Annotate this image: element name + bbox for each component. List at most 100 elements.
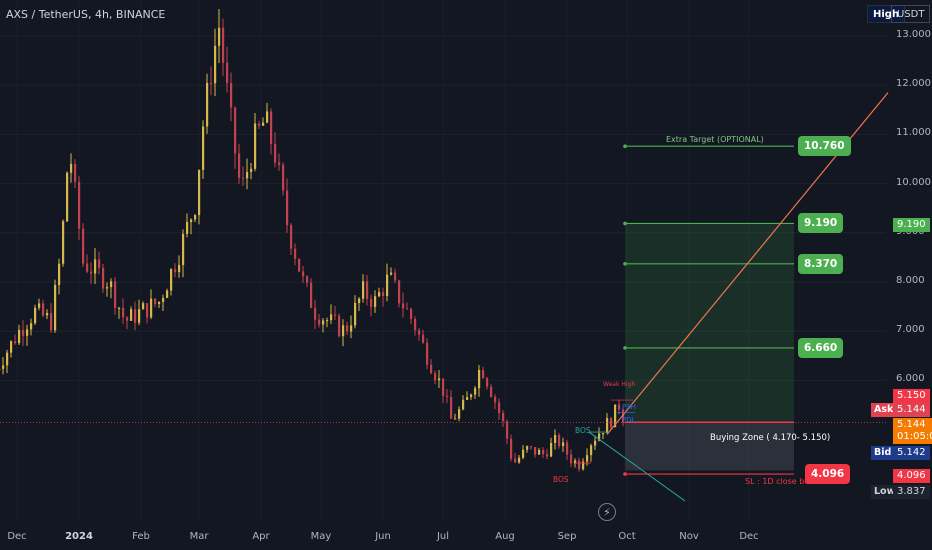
candle-body xyxy=(510,438,513,459)
sl-axis-tag: 4.096 xyxy=(893,469,930,483)
candle-body xyxy=(150,298,153,318)
candle-body xyxy=(590,445,593,456)
y-tick-label: 10.000 xyxy=(896,176,931,188)
candle-body xyxy=(294,248,297,259)
candle-body xyxy=(370,298,373,307)
candle-body xyxy=(426,342,429,365)
level-pill: 10.760 xyxy=(798,136,851,157)
candle-body xyxy=(58,263,61,286)
candle-body xyxy=(14,341,17,344)
level-anchor xyxy=(623,261,627,266)
candle-body xyxy=(34,307,37,324)
candle-body xyxy=(302,271,305,277)
x-tick-label: Nov xyxy=(679,531,699,542)
candle-body xyxy=(82,228,85,264)
candle-body xyxy=(506,421,509,439)
candle-body xyxy=(234,107,237,154)
candle-body xyxy=(182,233,185,265)
candle-body xyxy=(366,281,369,299)
x-tick-label: Mar xyxy=(189,531,209,542)
candle-body xyxy=(566,442,569,455)
last-price: 5.144 xyxy=(897,419,926,430)
overlay-lines xyxy=(0,92,889,502)
candle-body xyxy=(186,222,189,234)
candle-body xyxy=(438,378,441,381)
candle-body xyxy=(554,435,557,443)
candle-body xyxy=(606,418,609,434)
candle-body xyxy=(162,298,165,302)
candle-body xyxy=(542,449,545,455)
candle-body xyxy=(334,314,337,316)
candle-body xyxy=(538,449,541,455)
currency-button[interactable]: USDT xyxy=(891,5,931,23)
candle-body xyxy=(170,269,173,291)
replay-lightning-icon[interactable]: ⚡ xyxy=(598,503,616,521)
x-tick-label: Aug xyxy=(495,531,515,542)
candle-body xyxy=(230,83,233,108)
candle-body xyxy=(286,190,289,226)
candle-body xyxy=(482,369,485,379)
candle-body xyxy=(118,307,121,309)
candle-body xyxy=(386,274,389,296)
level-anchor xyxy=(623,144,627,149)
high-toggle[interactable]: High xyxy=(867,5,906,23)
symbol-title: AXS / TetherUS, 4h, BINANCE xyxy=(6,8,166,21)
candle-body xyxy=(110,281,113,288)
candle-body xyxy=(290,225,293,249)
candle-body xyxy=(622,409,625,423)
candle-body xyxy=(574,460,577,464)
candles xyxy=(0,8,625,472)
candle-body xyxy=(106,287,109,289)
candle-body xyxy=(30,323,33,330)
candle-body xyxy=(614,404,617,428)
candle-body xyxy=(54,285,57,331)
candle-body xyxy=(546,454,549,457)
candle-body xyxy=(582,461,585,470)
candle-body xyxy=(214,45,217,84)
last-price-tag: 5.144 01:05:03 xyxy=(893,418,932,444)
level-anchor xyxy=(623,472,627,476)
stop-loss-note: SL : 1D close below xyxy=(745,477,823,487)
candle-body xyxy=(198,169,201,216)
candle-body xyxy=(126,317,129,321)
candle-body xyxy=(66,172,69,222)
candle-body xyxy=(406,308,409,310)
candle-body xyxy=(462,399,465,410)
extra-target-note: Extra Target (OPTIONAL) xyxy=(666,135,764,145)
candle-body xyxy=(418,330,421,335)
buying-zone xyxy=(625,422,794,471)
candle-body xyxy=(74,163,77,182)
candle-body xyxy=(210,82,213,84)
candle-body xyxy=(598,433,601,441)
candle-body xyxy=(178,264,181,273)
candle-body xyxy=(346,325,349,332)
candle-body xyxy=(578,460,581,470)
candle-body xyxy=(534,447,537,455)
candle-body xyxy=(238,153,241,178)
candle-body xyxy=(446,395,449,397)
candle-body xyxy=(518,457,521,463)
candle-body xyxy=(122,307,125,318)
candle-body xyxy=(98,259,101,268)
candle-body xyxy=(202,126,205,170)
candle-body xyxy=(2,365,5,369)
candle-body xyxy=(258,123,261,126)
candle-body xyxy=(502,413,505,422)
candle-body xyxy=(398,280,401,304)
candle-body xyxy=(618,404,621,410)
candle-body xyxy=(490,386,493,397)
level-pill: 4.096 xyxy=(805,464,851,485)
candle-body xyxy=(430,364,433,374)
candle-body xyxy=(526,446,529,450)
candle-body xyxy=(486,378,489,387)
candle-body xyxy=(330,314,333,321)
level-anchor xyxy=(623,221,627,226)
candle-body xyxy=(322,320,325,325)
trade-zones xyxy=(625,223,794,471)
candle-body xyxy=(158,301,161,305)
buying-zone-label: Buying Zone ( 4.170- 5.150) xyxy=(710,433,831,444)
candle-body xyxy=(50,313,53,331)
candle-body xyxy=(378,292,381,297)
bid-price-tag: 5.142 xyxy=(893,446,930,460)
